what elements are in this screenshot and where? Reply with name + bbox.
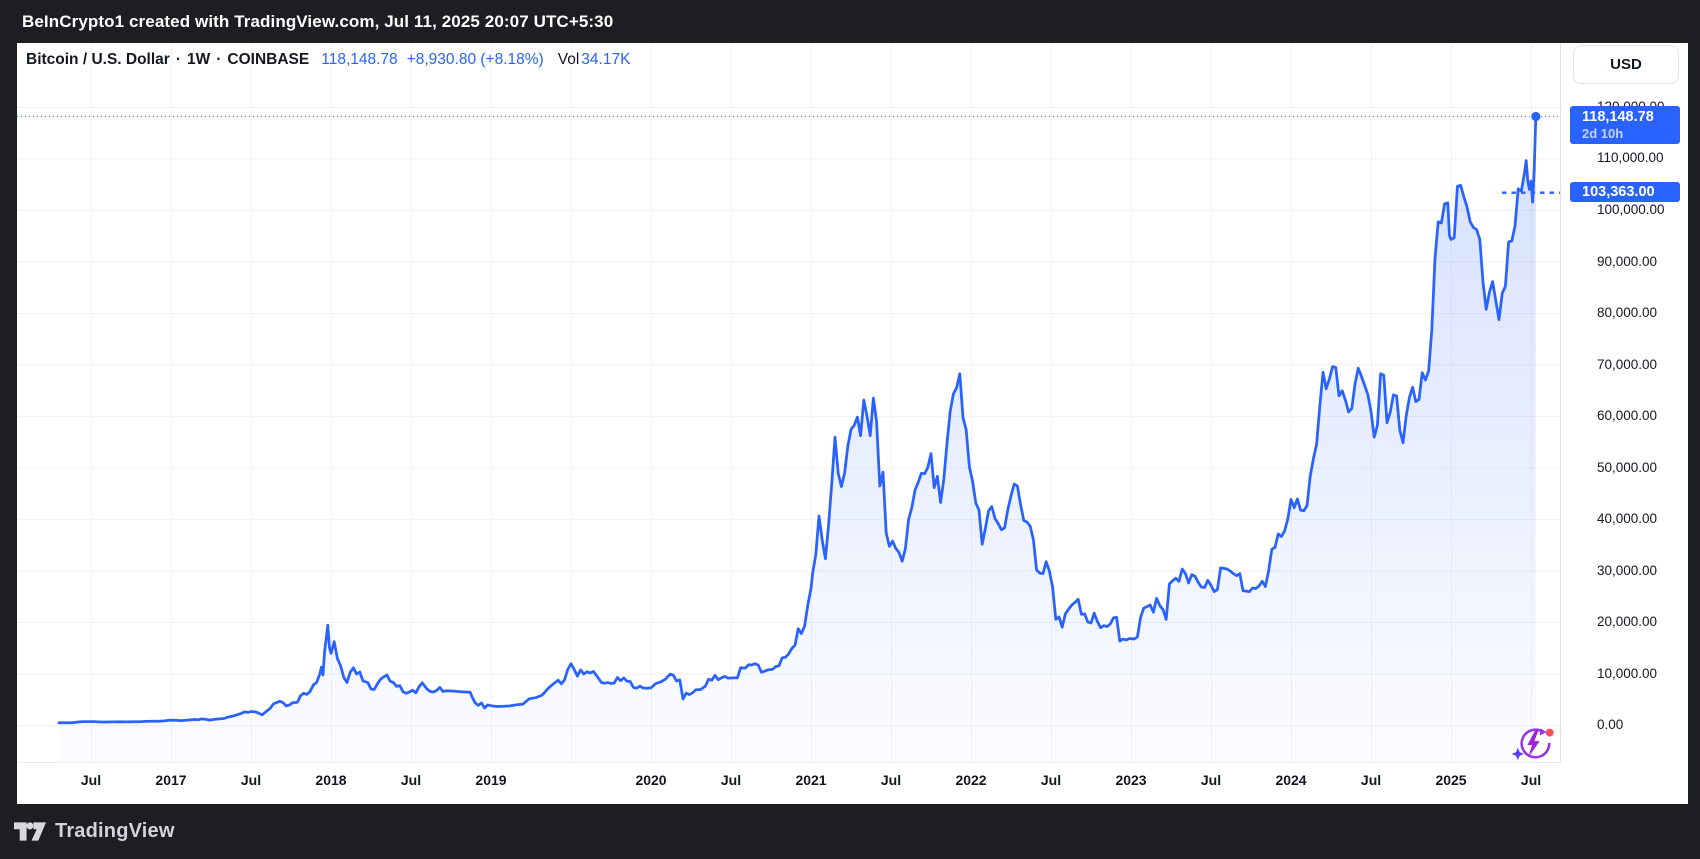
- price-line: [57, 115, 1538, 725]
- tradingview-logo-icon[interactable]: [14, 822, 46, 841]
- y-axis-label: 10,000.00: [1597, 665, 1658, 681]
- y-axis-label: 80,000.00: [1597, 305, 1658, 320]
- separator-dot: ·: [216, 51, 222, 68]
- chart-pane[interactable]: Bitcoin / U.S. Dollar · 1W · COINBASE 118,148…: [17, 43, 1561, 763]
- y-axis-label: 70,000.00: [1597, 356, 1658, 372]
- interval-label: 1W: [187, 51, 211, 68]
- x-axis-label: Jul: [1520, 772, 1542, 788]
- symbol-title: Bitcoin / U.S. Dollar: [26, 51, 170, 68]
- x-axis-label: 2025: [1435, 772, 1467, 788]
- x-axis-label: Jul: [1200, 772, 1222, 788]
- x-axis-label: 2017: [155, 772, 187, 788]
- x-axis-label: Jul: [1040, 772, 1062, 788]
- last-price-badge: 118,148.78 2d 10h: [1570, 105, 1680, 144]
- attribution-text: BeInCrypto1 created with TradingView.com…: [22, 11, 614, 31]
- prev-close-badge-value: 103,363.00: [1582, 183, 1655, 200]
- last-price-marker: [1531, 111, 1541, 122]
- separator-dot: ·: [175, 51, 181, 68]
- y-axis-label: 0.00: [1597, 717, 1624, 732]
- y-axis-label: 20,000.00: [1597, 614, 1658, 629]
- price-chart[interactable]: [17, 43, 1560, 762]
- y-axis-label: 40,000.00: [1597, 511, 1658, 526]
- attribution-bar: BeInCrypto1 created with TradingView.com…: [0, 0, 1700, 43]
- x-axis-label: 2022: [955, 772, 987, 788]
- time-axis[interactable]: Jul 2017 Jul 2018 Jul 2019 2020 Jul 2021 Jul 2022 J…: [17, 763, 1560, 804]
- volume-label: Vol: [557, 51, 580, 68]
- chart-legend: Bitcoin / U.S. Dollar · 1W · COINBASE 118,148…: [26, 51, 630, 69]
- x-axis-label: 2024: [1275, 772, 1307, 788]
- y-axis-label: 50,000.00: [1597, 459, 1658, 475]
- x-axis-label: 2023: [1115, 772, 1147, 788]
- last-price-badge-value: 118,148.78: [1582, 108, 1654, 125]
- last-price-value: 118,148.78: [321, 51, 398, 68]
- x-axis-label: Jul: [400, 772, 422, 788]
- x-axis-label: Jul: [1360, 772, 1382, 788]
- y-axis-label: 30,000.00: [1597, 562, 1658, 578]
- volume-value: 34.17K: [581, 51, 631, 68]
- exchange-label: COINBASE: [227, 51, 310, 68]
- footer-bar: TradingView: [0, 804, 1700, 859]
- x-axis-label: Jul: [880, 772, 902, 788]
- price-area: [59, 116, 1536, 762]
- prev-close-badge: 103,363.00: [1570, 181, 1680, 202]
- refresh-lightning-icon: [1511, 728, 1554, 761]
- x-axis-label: Jul: [80, 772, 102, 788]
- x-axis-label: Jul: [240, 772, 262, 788]
- x-axis-label: Jul: [720, 772, 742, 788]
- price-axis[interactable]: USD 0.00 10,000.00 20,000.00 30,000.00 40,00…: [1561, 43, 1688, 804]
- x-axis-label: 2020: [635, 772, 667, 788]
- y-axis-label: 110,000.00: [1597, 150, 1664, 166]
- y-axis-label: 100,000.00: [1597, 201, 1665, 217]
- x-axis-label: 2018: [315, 772, 347, 788]
- x-axis-label: 2021: [795, 772, 827, 788]
- y-axis-label: 90,000.00: [1597, 253, 1658, 269]
- currency-button[interactable]: USD: [1573, 45, 1679, 84]
- bar-close-countdown: 2d 10h: [1582, 125, 1624, 141]
- tradingview-brand-text[interactable]: TradingView: [55, 820, 175, 842]
- y-axis-label: 60,000.00: [1597, 408, 1658, 423]
- price-change-value: +8,930.80 (+8.18%): [406, 51, 544, 68]
- x-axis-label: 2019: [475, 772, 507, 788]
- chart-widget: Bitcoin / U.S. Dollar · 1W · COINBASE 118,148…: [17, 43, 1688, 804]
